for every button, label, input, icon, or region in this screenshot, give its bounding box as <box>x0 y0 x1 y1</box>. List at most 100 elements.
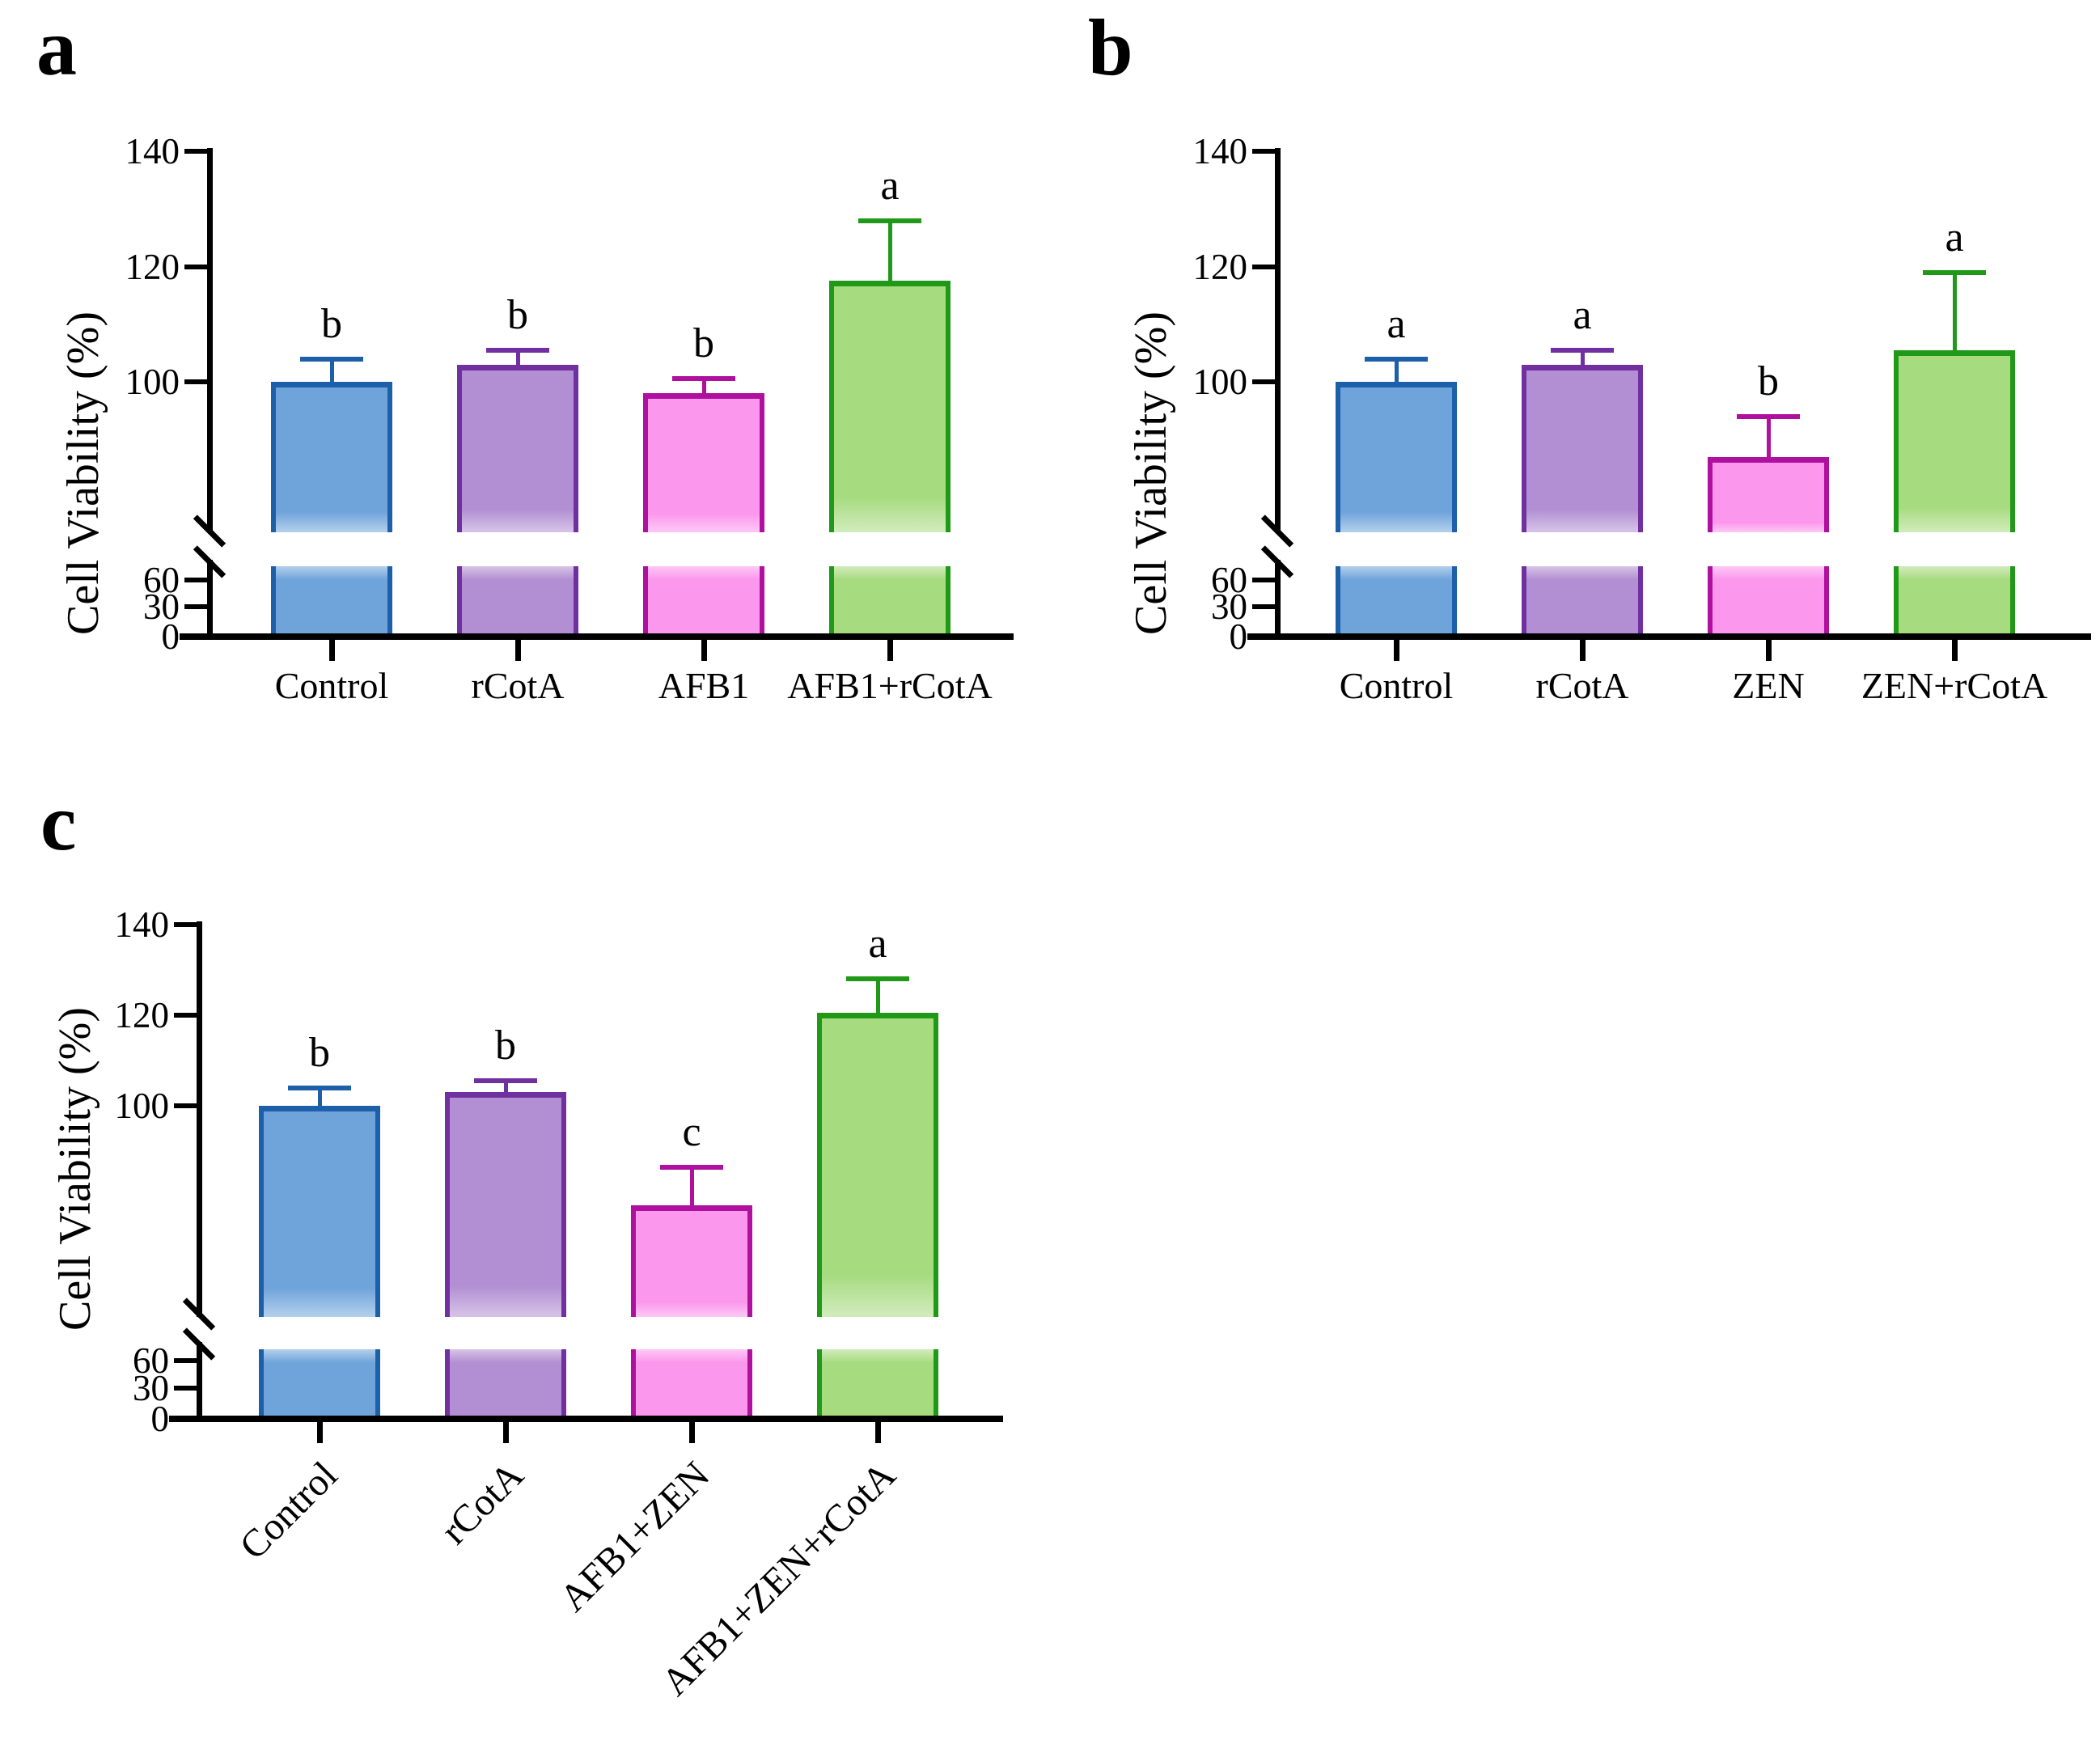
error-bar-stem-Control <box>329 358 334 388</box>
y-tick-100 <box>174 1103 197 1108</box>
error-bar-stem-rCotA <box>1580 349 1585 371</box>
y-tick-label-0: 0 <box>161 616 180 657</box>
panel-letter-a: a <box>36 2 77 92</box>
y-tick-30 <box>174 1386 197 1391</box>
bar-lower-AFB1+ZEN <box>631 1349 752 1416</box>
bar-lower-AFB1 <box>643 566 764 633</box>
y-tick-30 <box>184 604 207 609</box>
bar-lower-AFB1+ZEN+rCotA <box>817 1349 938 1416</box>
x-category-label-Control: Control <box>1339 665 1454 706</box>
bar-lower-Control <box>271 566 392 633</box>
y-axis-upper-segment <box>197 921 202 1317</box>
error-bar-cap-Control <box>1365 356 1428 362</box>
significance-letter-AFB1+ZEN+rCotA: a <box>868 921 887 967</box>
error-bar-cap-AFB1 <box>672 376 735 382</box>
x-category-label-ZEN: ZEN <box>1732 665 1805 706</box>
x-tick-ZEN+rCotA <box>1951 640 1958 661</box>
panel-letter-b: b <box>1088 2 1133 92</box>
error-bar-cap-rCotA <box>1551 347 1614 353</box>
x-tick-Control <box>1393 640 1399 661</box>
x-tick-rCotA <box>502 1422 509 1443</box>
error-bar-stem-ZEN <box>1766 416 1771 464</box>
x-tick-rCotA <box>514 640 521 661</box>
y-axis-upper-segment <box>207 148 213 532</box>
error-bar-stem-AFB1+ZEN+rCotA <box>875 979 880 1020</box>
bar-upper-Control <box>1336 382 1457 532</box>
error-bar-cap-AFB1+ZEN+rCotA <box>846 976 909 982</box>
error-bar-cap-rCotA <box>486 347 549 353</box>
y-tick-label-100: 100 <box>114 1086 170 1126</box>
y-axis-lower-segment <box>207 560 213 640</box>
bar-upper-rCotA <box>457 364 578 532</box>
y-tick-label-0: 0 <box>150 1399 170 1439</box>
bar-upper-AFB1+ZEN <box>631 1205 752 1317</box>
significance-letter-rCotA: b <box>495 1022 516 1069</box>
y-tick-60 <box>174 1358 197 1363</box>
significance-letter-AFB1+ZEN: c <box>682 1108 701 1155</box>
significance-letter-Control: a <box>1387 300 1406 347</box>
bar-lower-Control <box>259 1349 380 1416</box>
error-bar-cap-rCotA <box>474 1078 537 1084</box>
x-category-label-rCotA: rCotA <box>1535 665 1629 706</box>
y-tick-label-0: 0 <box>1229 616 1248 657</box>
error-bar-cap-Control <box>288 1085 351 1090</box>
x-tick-AFB1 <box>701 640 707 661</box>
y-tick-120 <box>174 1013 197 1018</box>
y-tick-100 <box>184 379 207 384</box>
significance-letter-rCotA: b <box>507 291 528 338</box>
bar-upper-Control <box>271 382 392 532</box>
x-category-label-rCotA: rCotA <box>471 665 565 706</box>
x-tick-ZEN <box>1765 640 1772 661</box>
y-tick-100 <box>1252 379 1275 384</box>
y-tick-label-60: 60 <box>133 1340 169 1381</box>
y-tick-60 <box>184 578 207 582</box>
y-axis-lower-segment <box>197 1342 202 1422</box>
error-bar-cap-AFB1+ZEN <box>660 1164 723 1170</box>
y-tick-60 <box>1252 578 1275 582</box>
bar-upper-AFB1+rCotA <box>829 281 951 532</box>
y-tick-label-100: 100 <box>1192 362 1248 402</box>
x-tick-AFB1+ZEN+rCotA <box>874 1422 881 1443</box>
significance-letter-AFB1: b <box>693 320 714 367</box>
bar-lower-ZEN <box>1708 566 1829 633</box>
bar-upper-AFB1+ZEN+rCotA <box>817 1013 938 1317</box>
bar-upper-AFB1 <box>643 393 764 532</box>
bar-lower-rCotA <box>445 1349 566 1416</box>
panel-letter-c: c <box>40 777 77 867</box>
y-tick-140 <box>184 149 207 154</box>
y-tick-label-140: 140 <box>125 131 180 171</box>
y-tick-label-100: 100 <box>125 362 180 402</box>
y-tick-label-140: 140 <box>114 904 170 945</box>
y-tick-label-60: 60 <box>143 560 180 600</box>
error-bar-cap-AFB1+rCotA <box>858 218 921 223</box>
x-tick-rCotA <box>1579 640 1586 661</box>
bar-upper-ZEN+rCotA <box>1894 349 2015 532</box>
y-tick-140 <box>1252 149 1275 154</box>
x-category-label-AFB1+rCotA: AFB1+rCotA <box>787 665 993 706</box>
y-tick-label-30: 30 <box>1211 586 1247 627</box>
significance-letter-ZEN+rCotA: a <box>1945 214 1964 260</box>
error-bar-stem-AFB1 <box>701 379 706 400</box>
x-tick-Control <box>328 640 335 661</box>
significance-letter-Control: b <box>321 300 342 347</box>
x-category-label-ZEN+rCotA: ZEN+rCotA <box>1861 665 2048 706</box>
error-bar-stem-rCotA <box>515 349 520 371</box>
error-bar-stem-rCotA <box>503 1081 508 1099</box>
y-tick-label-60: 60 <box>1211 560 1247 600</box>
y-tick-120 <box>1252 264 1275 269</box>
bar-upper-rCotA <box>445 1092 566 1317</box>
x-tick-Control <box>316 1422 323 1443</box>
y-tick-120 <box>184 264 207 269</box>
error-bar-stem-Control <box>317 1087 322 1112</box>
y-axis-upper-segment <box>1275 148 1281 532</box>
x-tick-AFB1+rCotA <box>887 640 893 661</box>
bar-lower-rCotA <box>1522 566 1643 633</box>
y-tick-140 <box>174 922 197 927</box>
error-bar-stem-ZEN+rCotA <box>1952 272 1957 357</box>
x-axis-line <box>1247 633 2091 640</box>
bar-lower-rCotA <box>457 566 578 633</box>
error-bar-cap-ZEN <box>1737 413 1800 419</box>
y-tick-label-30: 30 <box>143 586 180 627</box>
error-bar-cap-Control <box>300 356 363 362</box>
significance-letter-AFB1+rCotA: a <box>880 162 900 209</box>
